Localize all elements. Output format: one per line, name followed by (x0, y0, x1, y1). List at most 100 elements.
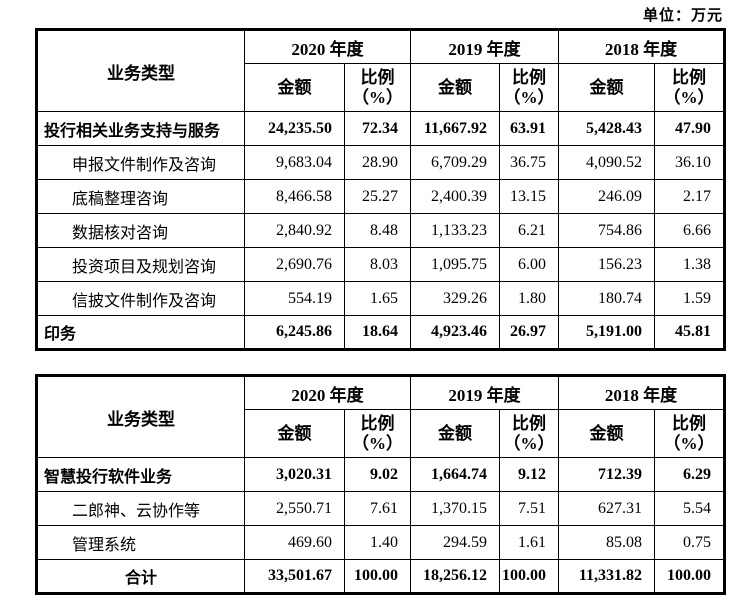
year-header-2018: 2018 年度 (558, 29, 725, 64)
amount-cell: 1,095.75 (410, 247, 500, 282)
amount-cell: 33,501.67 (244, 559, 345, 594)
amount-cell: 294.59 (410, 525, 500, 560)
amount-cell: 4,090.52 (558, 145, 655, 180)
amount-header: 金额 (244, 63, 345, 112)
ratio-header: 比例 （%） (499, 63, 559, 112)
table-row: 底稿整理咨询 8,466.58 25.27 2,400.39 13.15 246.09 2.… (36, 179, 725, 214)
table-row: 管理系统 469.60 1.40 294.59 1.61 85.08 0.75 (36, 525, 725, 560)
amount-cell: 11,331.82 (558, 559, 655, 594)
revenue-table-2: 业务类型 2020 年度 2019 年度 2018 年度 金额 比例 （%） 金… (35, 374, 726, 595)
ratio-cell: 63.91 (499, 111, 559, 146)
ratio-cell: 36.10 (654, 145, 725, 180)
ratio-cell: 100.00 (499, 559, 559, 594)
table-row: 申报文件制作及咨询 9,683.04 28.90 6,709.29 36.75 4,090… (36, 145, 725, 180)
table-header-year-row: 业务类型 2020 年度 2019 年度 2018 年度 (36, 375, 725, 458)
ratio-cell: 1.61 (499, 525, 559, 560)
amount-cell: 2,400.39 (410, 179, 500, 214)
ratio-header: 比例 （%） (344, 409, 411, 458)
row-name-cell: 二郎神、云协作等 (36, 491, 245, 526)
amount-cell: 329.26 (410, 281, 500, 316)
amount-cell: 627.31 (558, 491, 655, 526)
ratio-cell: 7.61 (344, 491, 411, 526)
amount-header: 金额 (558, 409, 655, 458)
table-body-2: 智慧投行软件业务 3,020.31 9.02 1,664.74 9.12 712.39 6.… (36, 457, 725, 594)
amount-cell: 18,256.12 (410, 559, 500, 594)
amount-cell: 2,550.71 (244, 491, 345, 526)
ratio-cell: 7.51 (499, 491, 559, 526)
amount-cell: 469.60 (244, 525, 345, 560)
table-row: 印务 6,245.86 18.64 4,923.46 26.97 5,191.00 45.8… (36, 315, 725, 350)
table-header-year-row: 业务类型 2020 年度 2019 年度 2018 年度 (36, 29, 725, 112)
ratio-cell: 36.75 (499, 145, 559, 180)
ratio-cell: 1.65 (344, 281, 411, 316)
amount-cell: 180.74 (558, 281, 655, 316)
amount-cell: 6,245.86 (244, 315, 345, 350)
ratio-cell: 47.90 (654, 111, 725, 146)
row-name-cell: 投行相关业务支持与服务 (36, 111, 245, 146)
amount-cell: 754.86 (558, 213, 655, 248)
year-header-2020: 2020 年度 (244, 29, 411, 64)
amount-cell: 2,840.92 (244, 213, 345, 248)
ratio-cell: 72.34 (344, 111, 411, 146)
ratio-cell: 6.00 (499, 247, 559, 282)
table-row: 智慧投行软件业务 3,020.31 9.02 1,664.74 9.12 712.39 6.… (36, 457, 725, 492)
ratio-cell: 26.97 (499, 315, 559, 350)
amount-header: 金额 (558, 63, 655, 112)
amount-cell: 85.08 (558, 525, 655, 560)
amount-cell: 1,370.15 (410, 491, 500, 526)
ratio-cell: 1.59 (654, 281, 725, 316)
ratio-header: 比例 （%） (654, 409, 725, 458)
amount-cell: 1,133.23 (410, 213, 500, 248)
ratio-cell: 2.17 (654, 179, 725, 214)
ratio-cell: 6.29 (654, 457, 725, 492)
amount-cell: 3,020.31 (244, 457, 345, 492)
ratio-header: 比例 （%） (499, 409, 559, 458)
amount-cell: 24,235.50 (244, 111, 345, 146)
business-type-header: 业务类型 (36, 375, 245, 458)
ratio-cell: 0.75 (654, 525, 725, 560)
ratio-cell: 9.12 (499, 457, 559, 492)
revenue-table-1: 业务类型 2020 年度 2019 年度 2018 年度 金额 比例 （%） 金… (35, 28, 726, 351)
amount-cell: 4,923.46 (410, 315, 500, 350)
table-row: 投行相关业务支持与服务 24,235.50 72.34 11,667.92 63.91 5… (36, 111, 725, 146)
amount-header: 金额 (410, 409, 500, 458)
amount-cell: 156.23 (558, 247, 655, 282)
ratio-cell: 8.03 (344, 247, 411, 282)
amount-cell: 1,664.74 (410, 457, 500, 492)
ratio-cell: 28.90 (344, 145, 411, 180)
amount-cell: 554.19 (244, 281, 345, 316)
row-name-cell: 投资项目及规划咨询 (36, 247, 245, 282)
amount-header: 金额 (410, 63, 500, 112)
ratio-cell: 13.15 (499, 179, 559, 214)
ratio-cell: 9.02 (344, 457, 411, 492)
ratio-cell: 25.27 (344, 179, 411, 214)
table-row: 二郎神、云协作等 2,550.71 7.61 1,370.15 7.51 627.31 5.… (36, 491, 725, 526)
table-header-sub-row: 金额 比例 （%） 金额 比例 （%） 金额 比例 （%） (37, 409, 725, 458)
ratio-cell: 6.66 (654, 213, 725, 248)
row-name-cell: 合计 (36, 559, 245, 594)
row-name-cell: 数据核对咨询 (36, 213, 245, 248)
year-header-2020: 2020 年度 (244, 375, 411, 410)
amount-cell: 8,466.58 (244, 179, 345, 214)
amount-cell: 6,709.29 (410, 145, 500, 180)
ratio-header: 比例 （%） (344, 63, 411, 112)
row-name-cell: 信披文件制作及咨询 (36, 281, 245, 316)
ratio-header: 比例 （%） (654, 63, 725, 112)
table-body-1: 投行相关业务支持与服务 24,235.50 72.34 11,667.92 63.91 5… (36, 111, 725, 350)
ratio-cell: 1.80 (499, 281, 559, 316)
table-row: 投资项目及规划咨询 2,690.76 8.03 1,095.75 6.00 156.23 1… (36, 247, 725, 282)
amount-cell: 11,667.92 (410, 111, 500, 146)
row-name-cell: 印务 (36, 315, 245, 350)
row-name-cell: 申报文件制作及咨询 (36, 145, 245, 180)
year-header-2019: 2019 年度 (410, 375, 559, 410)
ratio-cell: 1.38 (654, 247, 725, 282)
amount-cell: 2,690.76 (244, 247, 345, 282)
amount-cell: 9,683.04 (244, 145, 345, 180)
row-name-cell: 智慧投行软件业务 (36, 457, 245, 492)
ratio-cell: 45.81 (654, 315, 725, 350)
amount-cell: 712.39 (558, 457, 655, 492)
table-header-sub-row: 金额 比例 （%） 金额 比例 （%） 金额 比例 （%） (37, 63, 725, 112)
ratio-cell: 6.21 (499, 213, 559, 248)
table-row: 数据核对咨询 2,840.92 8.48 1,133.23 6.21 754.86 6.66 (36, 213, 725, 248)
